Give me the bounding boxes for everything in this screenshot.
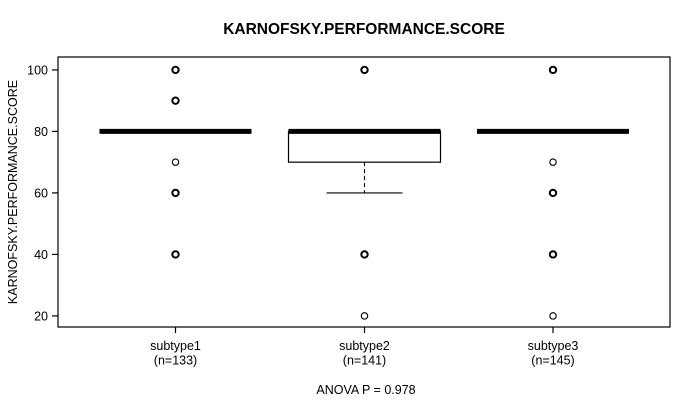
outlier-point (549, 312, 557, 320)
outlier-point (360, 250, 369, 259)
outlier-point (171, 250, 180, 259)
outlier-point (171, 158, 180, 166)
chart-title: KARNOFSKY.PERFORMANCE.SCORE (223, 21, 505, 38)
x-axis: subtype1(n=133) subtype2(n=141) subtype3(n… (150, 327, 578, 368)
group-sublabel: (n=133) (154, 354, 197, 368)
box (287, 130, 442, 163)
outlier-point (549, 158, 557, 166)
group-label: subtype3 (528, 339, 579, 353)
y-tick-label: 80 (34, 125, 48, 139)
group-sublabel: (n=141) (343, 354, 386, 368)
y-axis-title: KARNOFSKY.PERFORMANCE.SCORE (6, 80, 20, 304)
outlier-point (171, 188, 180, 198)
outlier-point (171, 65, 180, 75)
y-tick-label: 20 (34, 309, 48, 323)
y-tick-label: 40 (34, 248, 48, 262)
group-label: subtype1 (150, 339, 201, 353)
y-tick-label: 100 (27, 63, 48, 77)
outlier-point (360, 312, 369, 320)
outlier-point (548, 250, 558, 259)
group-label: subtype2 (339, 339, 390, 353)
outlier-point (548, 65, 558, 75)
outlier-point (360, 65, 369, 75)
outlier-point (548, 188, 558, 198)
box-series (99, 65, 629, 320)
y-axis: 20 40 60 80 100 (27, 63, 58, 323)
y-tick-label: 60 (34, 186, 48, 200)
outlier-point (171, 96, 180, 105)
group-sublabel: (n=145) (531, 354, 574, 368)
anova-annotation: ANOVA P = 0.978 (316, 383, 415, 397)
